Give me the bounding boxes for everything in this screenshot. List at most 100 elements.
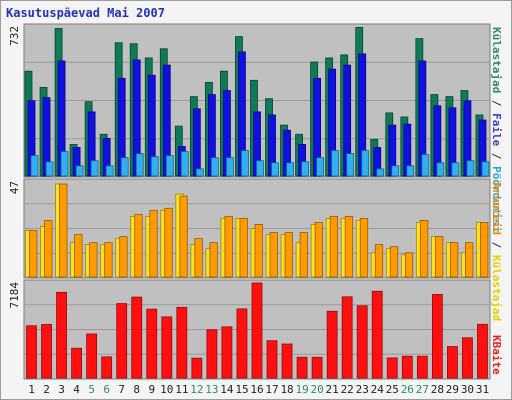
bar-arvuteid-day-25 <box>389 246 399 278</box>
x-tick-label-day-11: 11 <box>175 383 188 396</box>
bar-külastajad-day-24 <box>376 168 385 177</box>
legend-entry: KBaite <box>490 335 503 375</box>
bar-kbaite-day-28 <box>431 294 443 379</box>
bar-arvuteid-day-20 <box>314 222 324 278</box>
legend-entry: / <box>490 93 503 114</box>
x-tick-label-day-28: 28 <box>431 383 444 396</box>
bar-külastajad-day-10 <box>165 155 174 177</box>
bar-arvuteid-day-4 <box>74 234 83 278</box>
x-tick-label-day-1: 1 <box>28 383 35 396</box>
x-tick-label-day-5: 5 <box>88 383 95 396</box>
x-tick-label-day-17: 17 <box>265 383 278 396</box>
bar-kbaite-day-11 <box>176 306 188 379</box>
x-tick-label-day-18: 18 <box>280 383 293 396</box>
bar-kbaite-day-25 <box>386 357 398 379</box>
legend-entry: Arvuteid <box>490 182 503 235</box>
bar-kbaite-day-5 <box>86 333 98 379</box>
bar-külastajad-day-27 <box>421 154 430 177</box>
bar-kbaite-day-13 <box>206 329 218 379</box>
bottom-panel-legend: KBaite <box>490 335 503 375</box>
bar-külastajad-day-16 <box>256 160 264 177</box>
bar-arvuteid-day-18 <box>284 232 293 278</box>
bar-kbaite-day-2 <box>41 324 52 379</box>
x-tick-label-day-20: 20 <box>311 383 324 396</box>
x-tick-label-day-21: 21 <box>326 383 339 396</box>
x-tick-label-day-19: 19 <box>295 383 308 396</box>
bar-kbaite-day-10 <box>161 316 173 379</box>
bar-faile-day-12 <box>192 108 201 177</box>
bar-külastajad-day-22 <box>346 153 355 177</box>
bar-arvuteid-day-8 <box>134 213 143 278</box>
bar-külastajad-day-1 <box>30 155 39 177</box>
bar-külastajad-day-29 <box>451 162 460 177</box>
bar-külastajad-day-23 <box>361 150 370 177</box>
x-tick-label-day-29: 29 <box>446 383 459 396</box>
bar-arvuteid-day-29 <box>450 242 459 278</box>
bar-külastajad-day-31 <box>481 161 490 177</box>
bar-kbaite-day-20 <box>311 356 323 379</box>
bar-kbaite-day-23 <box>356 305 368 379</box>
bar-kbaite-day-9 <box>146 308 158 379</box>
bar-kbaite-day-8 <box>131 296 143 379</box>
bar-arvuteid-day-30 <box>465 242 474 278</box>
bar-külastajad-day-3 <box>60 151 69 177</box>
bar-kbaite-day-31 <box>477 323 488 379</box>
legend-entry: Külastajad <box>490 27 503 94</box>
bar-arvuteid-day-28 <box>434 236 444 278</box>
bar-arvuteid-day-15 <box>239 217 248 278</box>
bar-külastajad-day-30 <box>466 160 475 177</box>
bar-külastajad-day-19 <box>301 161 309 177</box>
bar-arvuteid-day-21 <box>329 215 339 278</box>
bar-kbaite-day-4 <box>71 347 82 379</box>
bar-arvuteid-day-9 <box>149 209 158 278</box>
bar-arvuteid-day-22 <box>344 215 354 278</box>
legend-entry: / <box>490 146 503 167</box>
bar-külastajad-day-7 <box>120 157 129 177</box>
bar-külastajad-day-28 <box>436 162 445 177</box>
x-tick-label-day-31: 31 <box>476 383 489 396</box>
bar-arvuteid-day-23 <box>359 217 369 278</box>
legend-entry: / <box>490 234 503 255</box>
bar-külastajad-day-11 <box>180 151 189 177</box>
x-tick-label-day-8: 8 <box>133 383 140 396</box>
bar-külastajad-day-2 <box>45 161 54 177</box>
bar-kbaite-day-27 <box>416 355 428 379</box>
panel-top-ymax-label: 732 <box>8 26 21 46</box>
bar-arvuteid-day-17 <box>269 232 278 278</box>
bar-kbaite-day-30 <box>462 337 473 379</box>
bar-arvuteid-day-12 <box>194 238 203 278</box>
x-tick-label-day-12: 12 <box>190 383 203 396</box>
x-tick-label-day-27: 27 <box>416 383 429 396</box>
x-tick-label-day-4: 4 <box>73 383 80 396</box>
x-tick-label-day-3: 3 <box>58 383 65 396</box>
bar-kbaite-day-16 <box>251 282 263 379</box>
bar-kbaite-day-26 <box>401 355 413 379</box>
x-tick-label-day-22: 22 <box>341 383 354 396</box>
bar-arvuteid-day-7 <box>119 236 128 278</box>
bar-arvuteid-day-27 <box>419 220 429 278</box>
bar-külastajad-day-4 <box>75 165 84 177</box>
x-tick-label-day-14: 14 <box>220 383 234 396</box>
legend-entry: Külastajad <box>490 254 503 322</box>
bar-arvuteid-day-6 <box>104 242 113 278</box>
bar-arvuteid-day-24 <box>374 244 384 278</box>
bar-arvuteid-day-31 <box>480 222 489 278</box>
bar-külastajad-day-5 <box>90 160 99 177</box>
x-tick-label-day-7: 7 <box>118 383 125 396</box>
bar-kbaite-day-29 <box>447 346 458 379</box>
bar-arvuteid-day-16 <box>254 224 263 278</box>
x-tick-label-day-15: 15 <box>235 383 248 396</box>
bar-arvuteid-day-26 <box>404 252 414 278</box>
bar-kbaite-day-7 <box>116 303 128 379</box>
x-tick-label-day-16: 16 <box>250 383 263 396</box>
bar-kbaite-day-19 <box>296 356 308 379</box>
bar-kbaite-day-22 <box>341 296 353 379</box>
bar-külastajad-day-15 <box>241 150 249 177</box>
bar-arvuteid-day-10 <box>164 207 173 278</box>
bar-arvuteid-day-19 <box>299 232 308 278</box>
bar-külastajad-day-9 <box>150 156 159 177</box>
x-tick-label-day-24: 24 <box>371 383 385 396</box>
bar-arvuteid-day-14 <box>224 215 233 278</box>
x-tick-label-day-2: 2 <box>43 383 50 396</box>
